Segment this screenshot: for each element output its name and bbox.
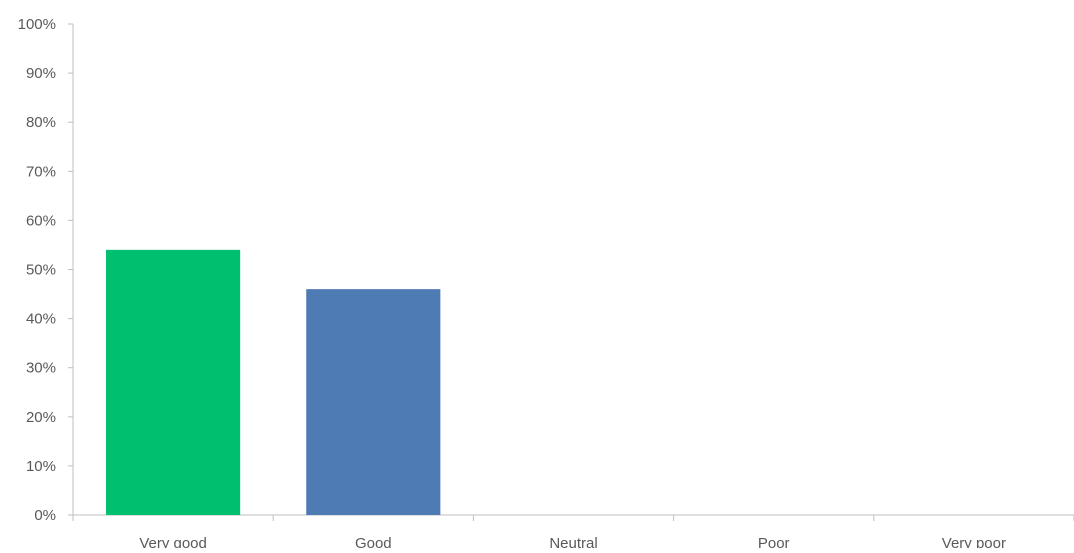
x-tick-label: Neutral [549, 535, 597, 548]
x-tick-label: Very good [139, 535, 207, 548]
y-tick-label: 40% [26, 311, 56, 328]
y-tick-label: 10% [26, 458, 56, 475]
x-axis: Very good Good Neutral Poor Very poor [72, 514, 1074, 552]
bar-good [306, 289, 441, 515]
x-tick-label: Very poor [942, 535, 1006, 548]
y-tick-label: 70% [26, 163, 56, 180]
y-tick-label: 60% [26, 212, 56, 229]
y-tick-label: 50% [26, 262, 56, 279]
y-tick-label: 90% [26, 65, 56, 82]
x-tick-label: Poor [758, 535, 790, 548]
x-tick-label: Good [355, 535, 392, 548]
y-tick-label: 30% [26, 360, 56, 377]
y-tick-label: 100% [18, 16, 56, 33]
bars [106, 249, 441, 516]
y-tick-label: 80% [26, 114, 56, 131]
bar-very-good [106, 249, 241, 516]
y-tick-label: 0% [34, 507, 56, 524]
y-axis: 0% 10% 20% 30% 40% 50% 60% 70% 80% 90% 100% [18, 16, 74, 524]
y-tick-label: 20% [26, 409, 56, 426]
